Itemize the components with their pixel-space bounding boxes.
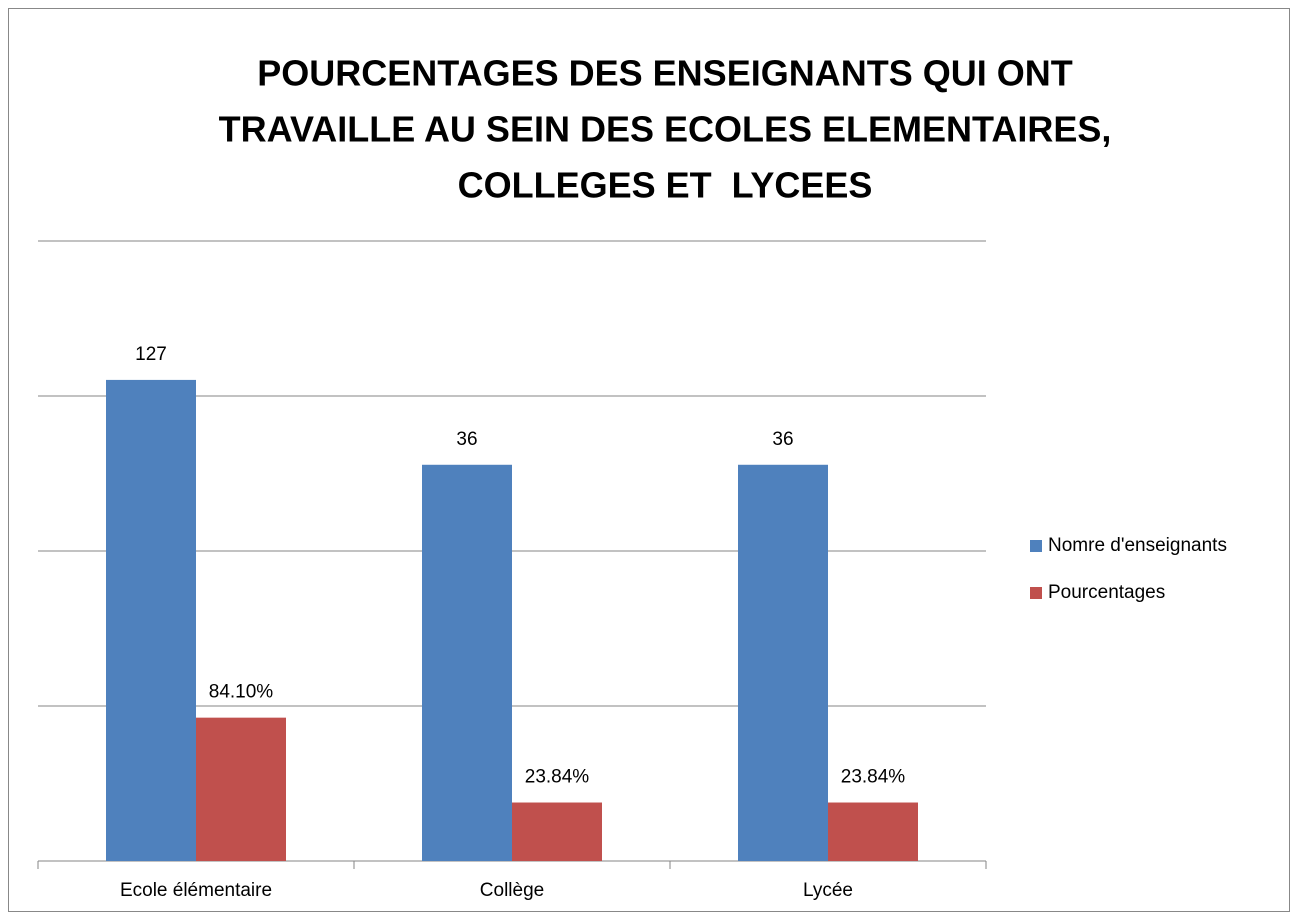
legend-swatch xyxy=(1030,587,1042,599)
chart-title: POURCENTAGES DES ENSEIGNANTS QUI ONT xyxy=(257,53,1072,94)
bar xyxy=(512,802,602,861)
data-label: 84.10% xyxy=(209,682,274,703)
x-tick-label: Lycée xyxy=(803,880,853,901)
data-label: 23.84% xyxy=(841,767,906,788)
data-label: 23.84% xyxy=(525,767,590,788)
bar xyxy=(738,464,828,861)
bar xyxy=(828,802,918,861)
chart-title: TRAVAILLE AU SEIN DES ECOLES ELEMENTAIRE… xyxy=(219,109,1112,150)
bar xyxy=(106,379,196,861)
legend-swatch xyxy=(1030,540,1042,552)
x-tick-label: Collège xyxy=(480,880,544,901)
bar xyxy=(422,464,512,861)
legend-label: Nomre d'enseignants xyxy=(1048,535,1227,556)
legend-label: Pourcentages xyxy=(1048,582,1165,603)
bar xyxy=(196,717,286,861)
data-label: 36 xyxy=(456,429,477,450)
x-tick-label: Ecole élémentaire xyxy=(120,880,272,901)
data-label: 36 xyxy=(772,429,793,450)
data-label: 127 xyxy=(135,344,167,365)
chart-title: COLLEGES ET LYCEES xyxy=(458,165,873,206)
